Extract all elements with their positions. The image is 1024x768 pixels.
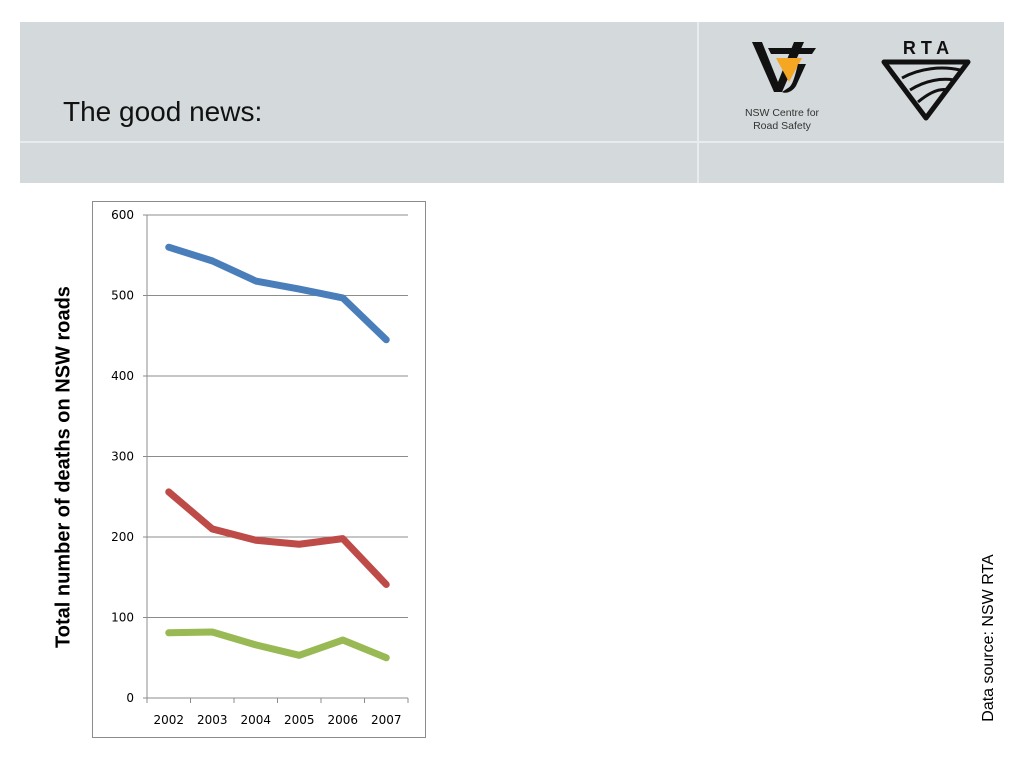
y-axis-title: Total number of deaths on NSW roads (52, 286, 75, 648)
nsw-logo-text-line2: Road Safety (753, 120, 812, 132)
y-tick-label: 200 (111, 530, 134, 544)
y-tick-label: 600 (111, 208, 134, 222)
y-tick-label: 400 (111, 369, 134, 383)
x-tick-label: 2003 (197, 713, 228, 727)
x-tick-label: 2006 (327, 713, 358, 727)
header-divider-horizontal (20, 141, 1004, 143)
y-tick-label: 0 (126, 691, 134, 705)
slide-title: The good news: (63, 96, 263, 127)
rta-logo-text: R T A (903, 38, 949, 58)
series-line-2 (165, 488, 390, 588)
x-tick-label: 2007 (371, 713, 402, 727)
nsw-logo-text-line1: NSW Centre for (745, 107, 820, 119)
y-tick-label: 100 (111, 611, 134, 625)
x-tick-label: 2004 (240, 713, 271, 727)
data-source-note: Data source: NSW RTA (980, 554, 997, 722)
header-band (20, 22, 1004, 183)
header-divider-vertical (697, 22, 699, 183)
y-tick-label: 500 (111, 289, 134, 303)
line-chart: 0 100 200 300 400 500 600 2002 2003 2004 2005 2006 2… (111, 208, 409, 727)
series-line-3 (165, 628, 390, 662)
series-line-1 (165, 243, 390, 344)
rta-logo: R T A (881, 38, 971, 121)
nsw-centre-for-road-safety-logo: NSW Centre for Road Safety (745, 42, 820, 132)
y-tick-label: 300 (111, 450, 134, 464)
x-tick-label: 2002 (153, 713, 184, 727)
x-tick-label: 2005 (284, 713, 315, 727)
